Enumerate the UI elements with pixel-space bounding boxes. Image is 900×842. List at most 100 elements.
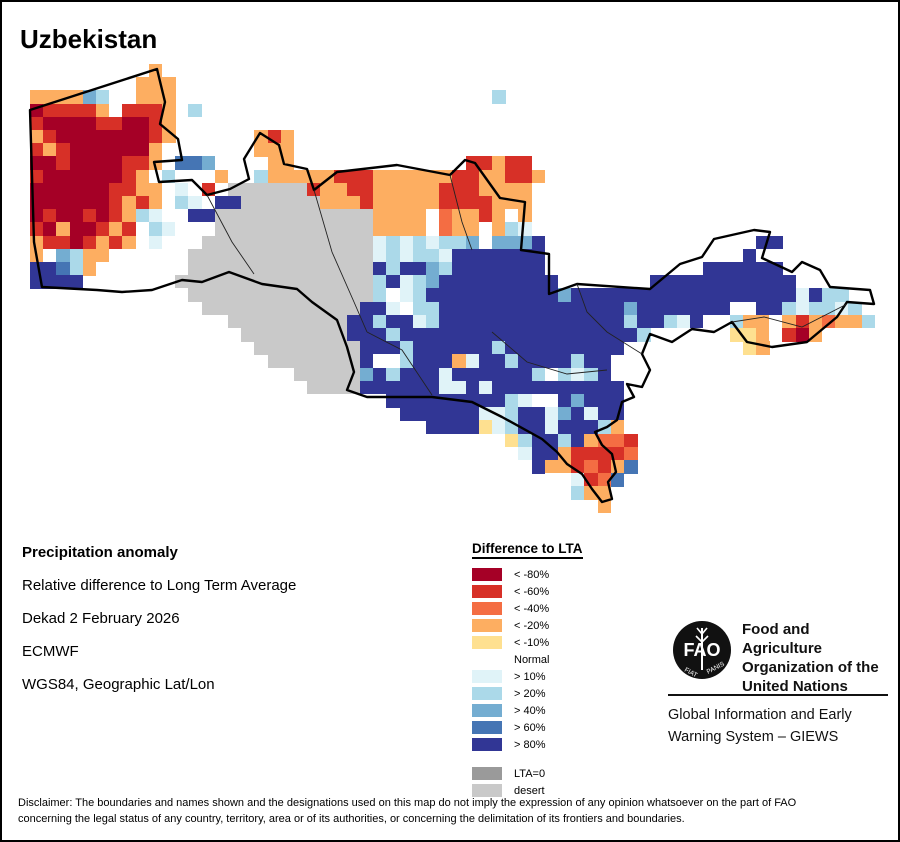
map-cell — [492, 301, 506, 316]
map-cell — [505, 420, 519, 434]
map-cell — [716, 301, 730, 316]
map-cell — [320, 182, 334, 197]
map-cell — [333, 275, 348, 289]
map-cell — [214, 235, 229, 250]
map-cell — [610, 473, 625, 487]
map-cell — [597, 460, 612, 474]
map-cell — [267, 130, 282, 144]
legend-swatch — [472, 670, 502, 683]
map-cell — [492, 354, 506, 368]
map-cell — [69, 90, 84, 104]
map-cell — [82, 116, 97, 131]
map-cell — [43, 235, 57, 250]
map-cell — [307, 380, 321, 395]
map-cell — [756, 341, 770, 355]
map-cell — [30, 275, 44, 289]
map-cell — [505, 275, 519, 289]
map-cell — [56, 143, 70, 157]
map-cell — [426, 328, 440, 342]
map-cell — [346, 314, 361, 329]
map-cell — [756, 275, 770, 289]
map-cell — [412, 407, 427, 421]
map-cell — [346, 301, 361, 316]
map-cell — [399, 275, 414, 289]
map-cell — [148, 235, 163, 250]
map-cell — [373, 235, 387, 250]
map-cell — [835, 288, 849, 302]
map-cell — [360, 169, 374, 184]
fao-name-line1: Food and Agriculture — [742, 621, 823, 657]
map-cell — [135, 77, 150, 91]
map-cell — [320, 222, 334, 236]
map-cell — [346, 235, 361, 250]
map-cell — [769, 235, 783, 250]
map-cell — [782, 301, 796, 316]
map-cell — [56, 130, 70, 144]
map-cell — [56, 116, 70, 131]
map-cell — [307, 314, 321, 329]
map-cell — [135, 222, 150, 236]
map-cell — [294, 367, 308, 382]
map-cell — [624, 460, 638, 474]
map-cell — [531, 367, 546, 382]
legend-label: < -20% — [514, 619, 550, 632]
map-cell — [43, 103, 57, 118]
map-cell — [162, 156, 176, 170]
map-cell — [56, 209, 70, 223]
map-cell — [544, 288, 559, 302]
map-cell — [571, 328, 585, 342]
map-cell — [716, 275, 730, 289]
map-cell — [412, 354, 427, 368]
map-cell — [544, 420, 559, 434]
map-cell — [597, 394, 612, 408]
map-cell — [188, 103, 202, 118]
fao-logo: FAO FIAT PANIS — [673, 621, 731, 679]
map-cell — [148, 103, 163, 118]
map-cell — [756, 262, 770, 276]
map-cell — [280, 156, 295, 170]
map-cell — [584, 394, 598, 408]
map-cell — [478, 248, 493, 263]
legend-item: < -60% — [472, 583, 583, 600]
map-cell — [452, 341, 466, 355]
map-cell — [412, 182, 427, 197]
map-cell — [346, 196, 361, 210]
map-cell — [439, 182, 453, 197]
map-cell — [294, 182, 308, 197]
map-cell — [610, 460, 625, 474]
map-cell — [214, 169, 229, 184]
map-cell — [96, 196, 110, 210]
map-cell — [478, 328, 493, 342]
page-title: Uzbekistan — [20, 24, 158, 54]
map-cell — [135, 169, 150, 184]
map-cell — [373, 288, 387, 302]
map-cell — [795, 314, 810, 329]
legend-swatch — [472, 738, 502, 751]
map-cell — [43, 209, 57, 223]
map-cell — [769, 275, 783, 289]
map-cell — [122, 196, 136, 210]
map-cell — [756, 314, 770, 329]
map-cell — [346, 367, 361, 382]
map-cell — [452, 314, 466, 329]
map-cell — [610, 314, 625, 329]
map-cell — [69, 103, 84, 118]
map-cell — [360, 380, 374, 395]
map-cell — [729, 328, 744, 342]
map-cell — [320, 288, 334, 302]
map-cell — [175, 196, 189, 210]
map-cell — [43, 248, 57, 263]
map-cell — [637, 288, 651, 302]
legend-label: < -80% — [514, 568, 550, 581]
map-cell — [43, 275, 57, 289]
map-cell — [201, 262, 216, 276]
map-cell — [280, 196, 295, 210]
map-cell — [162, 222, 176, 236]
map-cell — [492, 169, 506, 184]
map-cell — [241, 222, 255, 236]
map-cell — [505, 182, 519, 197]
map-cell — [822, 301, 836, 316]
map-cell — [188, 196, 202, 210]
map-cell — [492, 222, 506, 236]
map-cell — [478, 314, 493, 329]
